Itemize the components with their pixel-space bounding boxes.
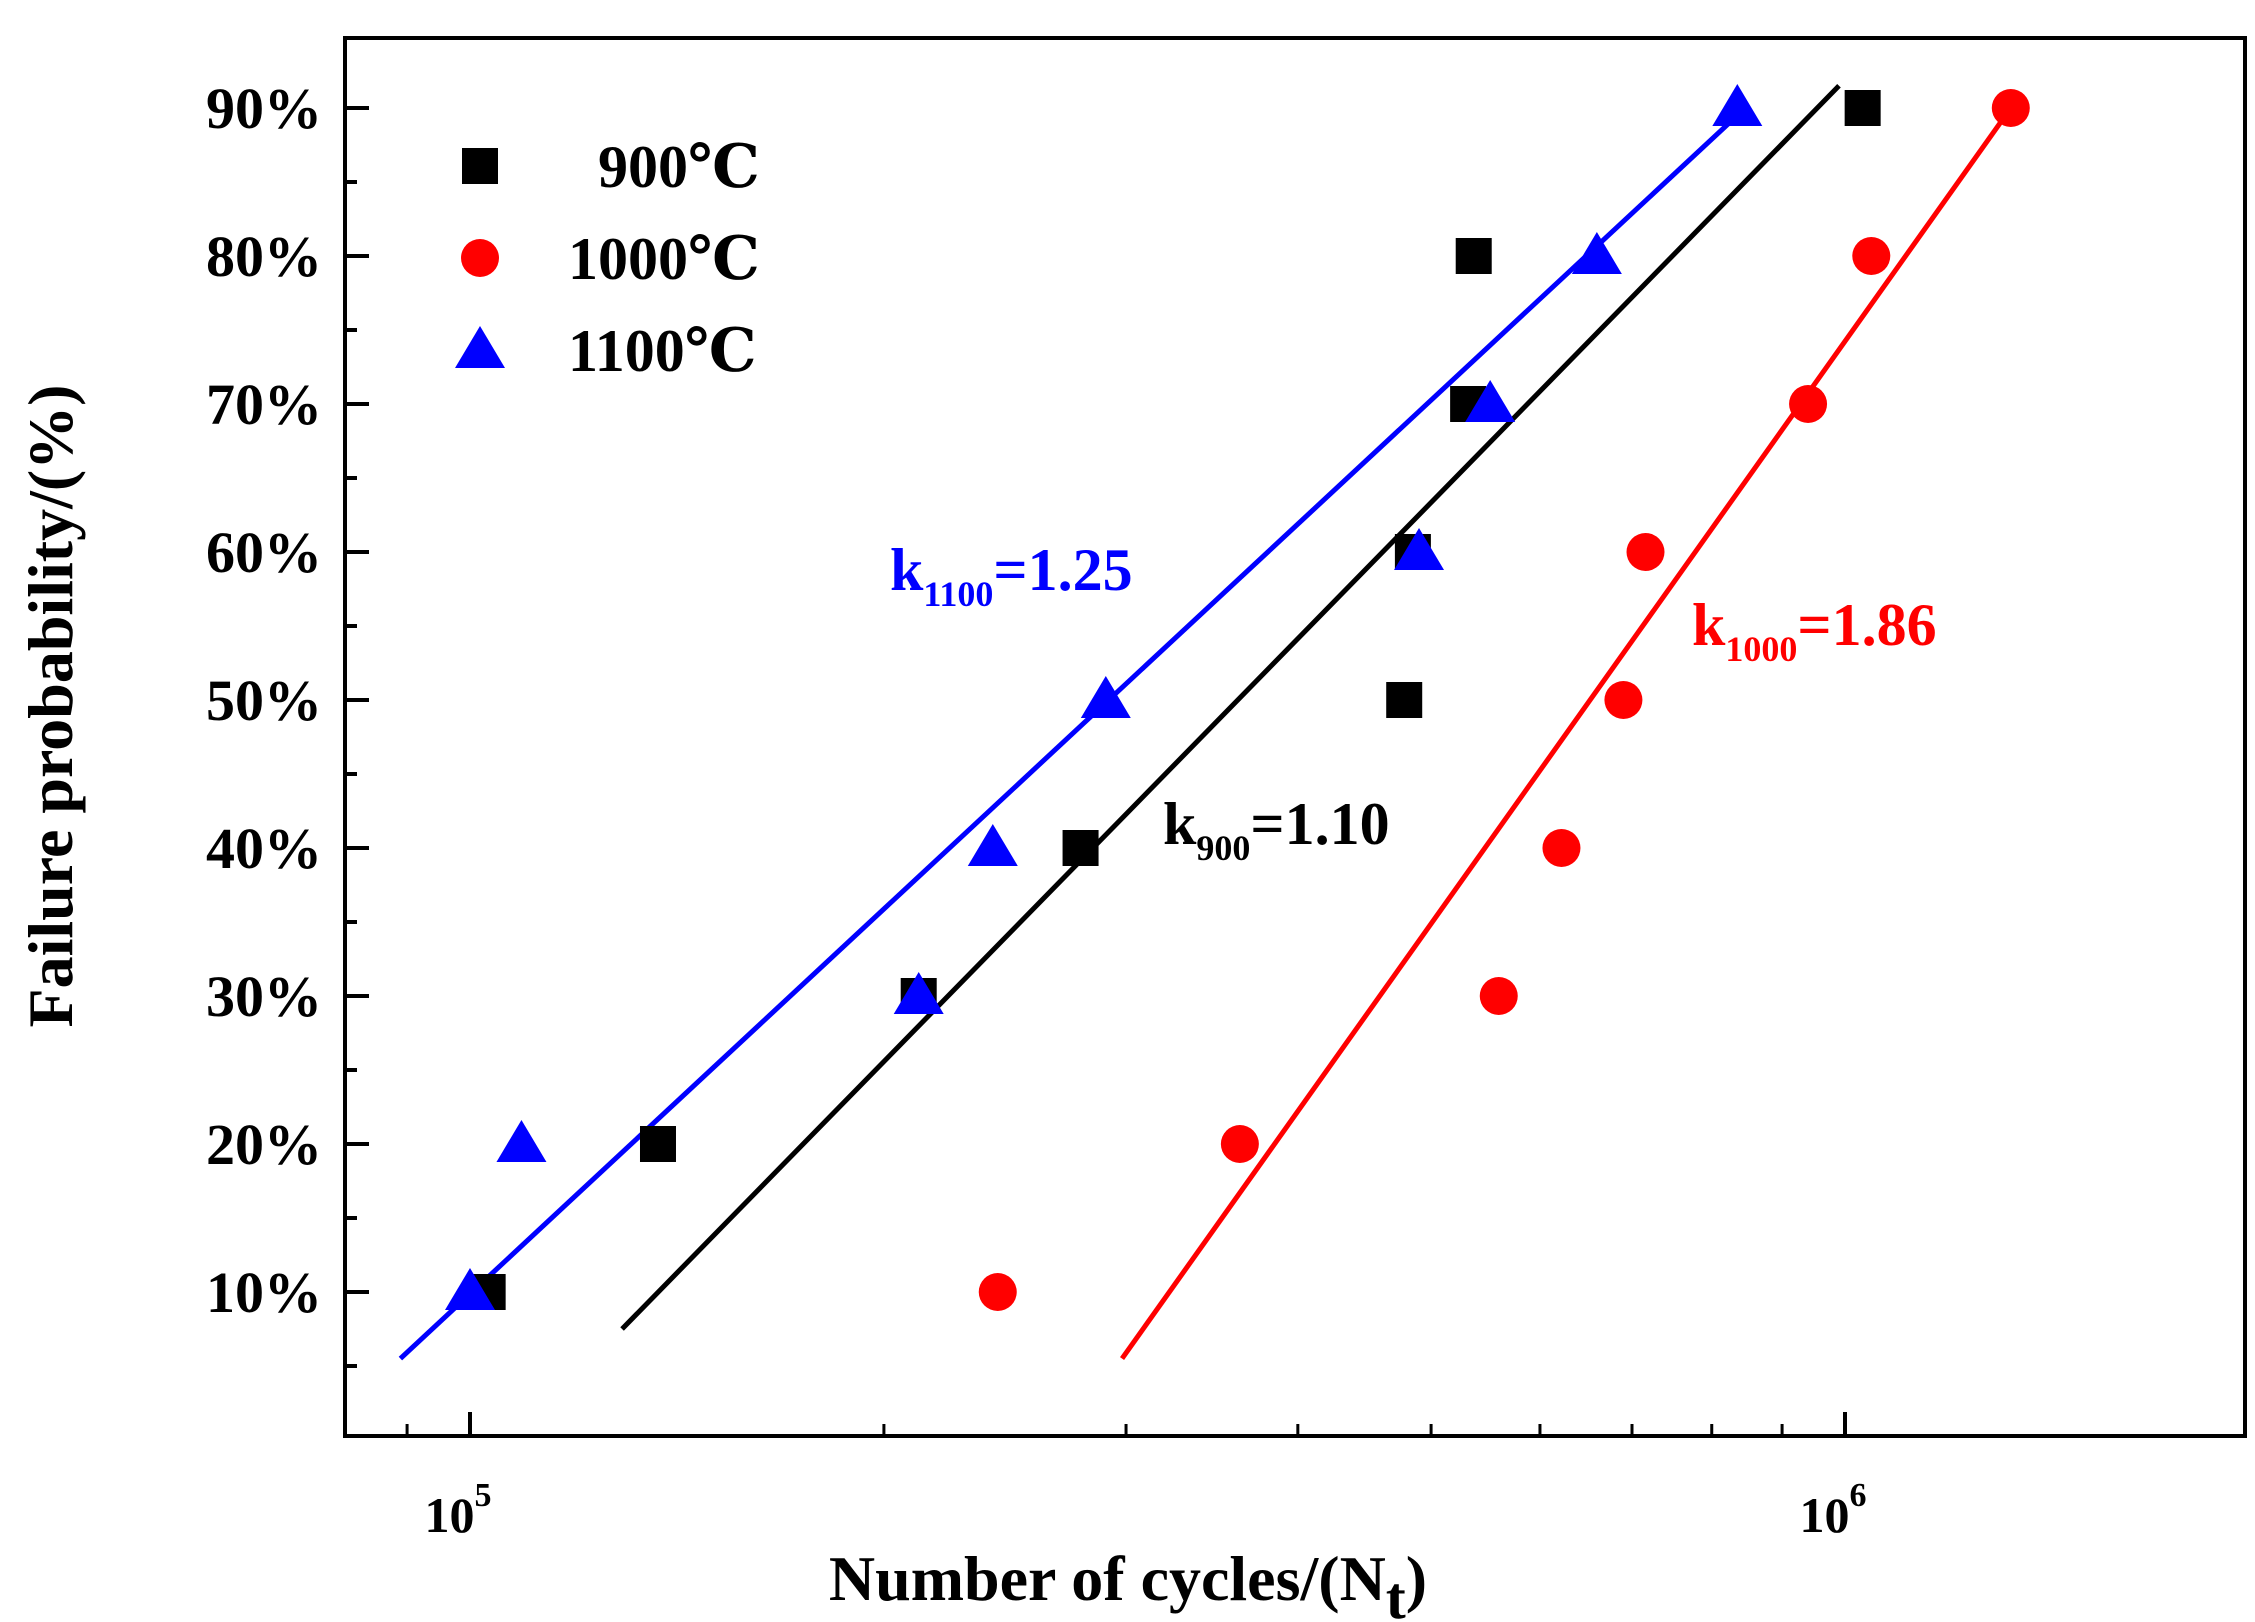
x-tick-label-exponent: 6 (1850, 1477, 1867, 1514)
data-point (978, 1273, 1017, 1311)
slope-annotation-k: k (1692, 592, 1726, 658)
data-point (1394, 528, 1445, 570)
data-point (1844, 90, 1881, 126)
legend-marker (461, 239, 499, 277)
legend: 900℃ 1000℃ 1100℃ (455, 134, 760, 384)
y-tick-label: 80% (206, 224, 322, 289)
y-tick-label: 60% (206, 520, 322, 585)
legend-marker (455, 326, 505, 368)
data-point (1465, 380, 1516, 422)
x-axis-label-sub: t (1386, 1565, 1406, 1622)
slope-annotation-value: =1.10 (1250, 791, 1389, 857)
data-point (639, 1126, 676, 1162)
data-point (1571, 232, 1622, 274)
data-point (967, 824, 1018, 866)
y-tick-label: 50% (206, 668, 322, 733)
data-point (1062, 830, 1099, 866)
data-point (1852, 237, 1891, 275)
fit-line (398, 113, 1740, 1361)
data-point (1626, 533, 1665, 571)
data-points (445, 84, 2030, 1311)
plot-frame (343, 36, 2247, 1438)
x-axis-label: Number of cycles/(Nt) (829, 1543, 1427, 1622)
slope-annotation-sub: 1000 (1725, 629, 1797, 669)
slope-annotation: k1100=1.25 (890, 537, 1133, 614)
legend-marker (462, 148, 498, 184)
x-axis-label-close: ) (1406, 1543, 1427, 1614)
y-axis-label: Failure probability/(%) (15, 385, 86, 1028)
y-tick-label: 10% (206, 1260, 322, 1325)
data-point (1542, 829, 1581, 867)
data-point (1455, 238, 1492, 274)
x-tick-label-base: 10 (425, 1487, 475, 1543)
x-tick-label-base: 10 (1800, 1487, 1850, 1543)
data-point (1386, 682, 1423, 718)
slope-annotation-sub: 900 (1196, 828, 1250, 868)
x-tick-label-exponent: 5 (475, 1477, 492, 1514)
slope-annotation: k900=1.10 (1163, 791, 1390, 868)
legend-label: 1000℃ (568, 226, 760, 292)
legend-label: 900℃ (598, 134, 760, 200)
y-axis-ticks: 10% 20% 30% 40% 50% 60% 70% 80% 90% (206, 76, 369, 1368)
data-point (1479, 977, 1518, 1015)
y-tick-label: 70% (206, 372, 322, 437)
x-tick-label: 106 (1800, 1477, 1867, 1543)
data-point (1220, 1125, 1259, 1163)
data-point (445, 1268, 495, 1310)
data-point (1604, 681, 1643, 719)
data-point (496, 1120, 547, 1162)
slope-annotation: k1000=1.86 (1692, 592, 1937, 669)
x-axis-ticks: 105 106 (405, 1412, 1867, 1543)
data-point (1789, 385, 1828, 423)
data-point (893, 972, 944, 1014)
data-point (1712, 84, 1763, 126)
y-tick-label: 40% (206, 816, 322, 881)
y-tick-label: 20% (206, 1112, 322, 1177)
slope-annotation-k: k (1163, 791, 1197, 857)
slope-annotation-value: =1.25 (993, 537, 1132, 603)
data-point (1991, 89, 2030, 127)
slope-annotation-k: k (890, 537, 924, 603)
fit-lines (398, 84, 2013, 1361)
y-tick-label: 90% (206, 76, 322, 141)
x-axis-label-main: Number of cycles/(N (829, 1543, 1386, 1614)
slope-annotation-sub: 1100 (923, 574, 993, 614)
slope-annotation-value: =1.86 (1797, 592, 1936, 658)
y-tick-label: 30% (206, 964, 322, 1029)
legend-label: 1100℃ (568, 318, 757, 384)
fit-line (620, 84, 1841, 1331)
data-point (1080, 676, 1131, 718)
x-tick-label: 105 (425, 1477, 492, 1543)
fit-line (1120, 106, 2013, 1361)
